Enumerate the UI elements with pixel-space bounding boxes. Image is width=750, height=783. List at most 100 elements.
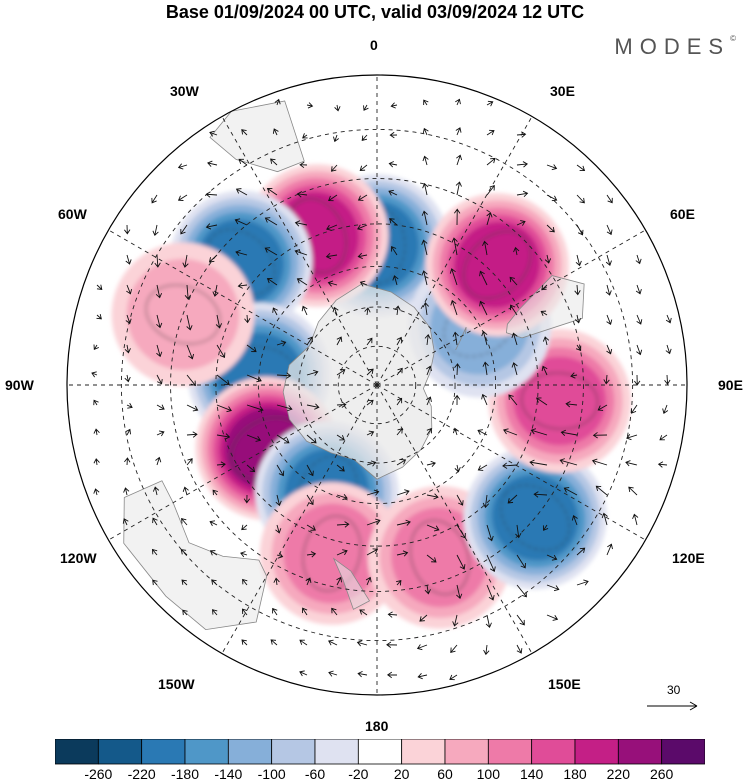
wind-arrow (574, 314, 582, 324)
wind-arrow (421, 270, 428, 286)
wind-arrow (546, 164, 558, 171)
wind-arrow (336, 434, 345, 441)
wind-arrow (152, 224, 159, 237)
wind-arrow (659, 434, 668, 441)
wind-arrow (275, 524, 282, 534)
wind-arrow (212, 284, 219, 297)
wind-arrow (212, 489, 218, 496)
height-contour-line (521, 372, 599, 430)
wind-arrow (477, 464, 488, 471)
wind-arrow (636, 344, 643, 356)
wind-arrow (386, 671, 398, 679)
wind-arrow (451, 237, 458, 256)
modes-logo: MODES© (614, 34, 736, 60)
wind-arrow (331, 164, 338, 172)
longitude-label: 120W (60, 550, 97, 566)
wind-arrow (507, 494, 518, 504)
wind-arrow (208, 254, 218, 263)
wind-arrow (238, 158, 248, 166)
wind-arrow (396, 579, 402, 586)
wind-arrow (180, 224, 188, 235)
wind-arrow (366, 548, 379, 556)
logo-text: MODES (614, 34, 731, 59)
wind-arrow (605, 254, 612, 266)
wind-arrow (264, 247, 278, 256)
wind-arrow (209, 520, 218, 527)
wind-arrow (294, 220, 308, 227)
wind-arrow (96, 314, 102, 320)
wind-arrow (632, 513, 639, 526)
colorbar-segment (314, 739, 359, 765)
wind-arrow (516, 584, 527, 598)
wind-arrow (390, 246, 398, 256)
wind-arrow (215, 314, 223, 329)
wind-arrow (486, 100, 494, 107)
colorbar-tick-label: -220 (127, 766, 156, 782)
parallel (170, 178, 584, 592)
wind-arrow (513, 246, 520, 256)
wind-arrow (424, 584, 431, 595)
antarctic-peninsula (455, 326, 467, 351)
wind-arrow (454, 208, 461, 226)
meridian (376, 116, 533, 386)
wind-arrow (546, 584, 560, 592)
wind-arrow (326, 224, 338, 231)
wind-arrow (336, 401, 347, 408)
wind-arrow (511, 332, 518, 346)
wind-arrow (332, 306, 339, 316)
wind-arrow (486, 554, 496, 573)
wind-arrow (533, 491, 548, 498)
wind-arrow (156, 374, 163, 385)
wind-arrow (359, 164, 368, 171)
wind-arrow (546, 554, 558, 561)
wind-arrow (482, 361, 489, 376)
wind-arrow (336, 369, 346, 376)
wind-arrow (626, 434, 638, 441)
longitude-label: 180 (365, 718, 389, 734)
colorbar-tick-label: 20 (393, 766, 410, 782)
height-contour-line (409, 519, 470, 595)
wind-arrow (482, 494, 490, 509)
wind-arrow (453, 394, 461, 406)
wind-arrow (452, 427, 459, 436)
wind-arrow (216, 374, 230, 386)
wind-arrow (359, 280, 368, 287)
wind-arrow (186, 431, 198, 438)
wind-arrow (454, 363, 461, 376)
wind-arrow (601, 512, 608, 526)
wind-arrow (155, 284, 163, 299)
meridian (221, 384, 378, 654)
wind-arrow (456, 524, 466, 539)
wind-arrow (456, 584, 463, 600)
wind-arrow (328, 194, 338, 202)
wind-arrow (156, 344, 163, 358)
wind-arrow (156, 430, 165, 437)
wind-arrow (665, 314, 672, 324)
wind-arrow (181, 579, 188, 586)
wind-arrow (665, 344, 672, 355)
wind-arrow (235, 249, 248, 256)
meridian (221, 116, 378, 386)
wind-arrow (93, 458, 100, 466)
wind-arrow (276, 464, 285, 477)
wind-arrow (509, 304, 518, 316)
wind-arrow (273, 577, 280, 586)
wind-arrow (479, 300, 488, 316)
wind-arrow (216, 404, 232, 413)
wind-arrow (357, 252, 368, 260)
longitude-label: 150W (158, 676, 195, 692)
wind-arrow (306, 524, 316, 531)
wind-arrow (597, 404, 608, 411)
wind-arrow (560, 429, 578, 436)
wind-arrow (296, 191, 308, 198)
chart-title: Base 01/09/2024 00 UTC, valid 03/09/2024… (165, 2, 585, 22)
colorbar-tick-label: 180 (563, 766, 587, 782)
wind-arrow (205, 191, 218, 198)
wind-arrow (595, 485, 608, 496)
logo-mark: © (730, 34, 736, 43)
wind-arrow (156, 404, 165, 410)
wind-arrow (241, 639, 248, 646)
anomaly-contour (391, 507, 489, 608)
longitude-label: 0 (370, 37, 378, 53)
wind-arrow (396, 397, 403, 406)
